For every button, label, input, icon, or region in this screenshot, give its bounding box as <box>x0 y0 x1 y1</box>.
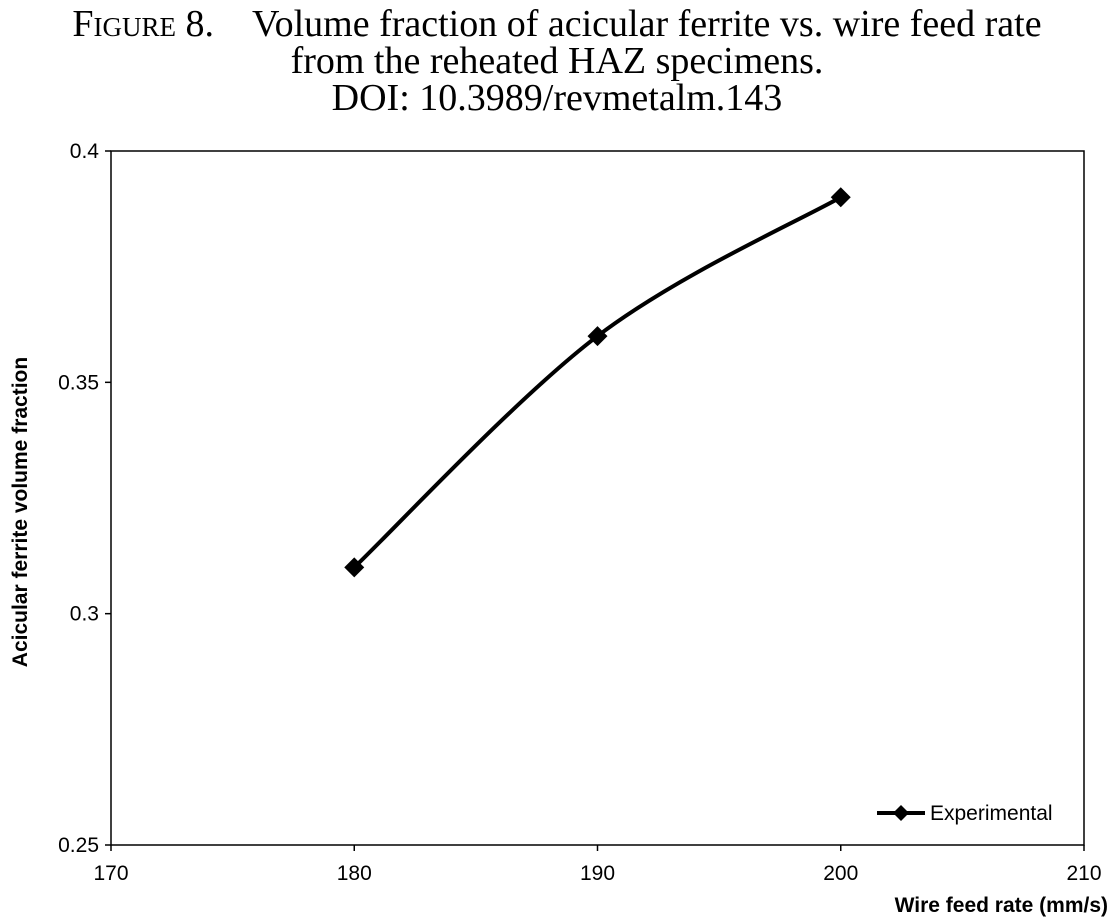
caption-title: Volume fraction of acicular ferrite vs. … <box>252 3 1042 45</box>
figure-caption: Figure 8. Volume fraction of acicular fer… <box>0 0 1114 117</box>
y-tick-label: 0.35 <box>58 371 99 394</box>
caption-doi: DOI: 10.3989/revmetalm.143 <box>331 77 783 119</box>
x-axis-ticks: 170 180 190 200 210 <box>93 845 1102 885</box>
x-tick-label: 180 <box>337 862 372 885</box>
data-point <box>344 557 365 578</box>
caption-line-2: from the reheated HAZ specimens. <box>290 40 824 82</box>
y-tick-label: 0.25 <box>58 834 99 857</box>
series-line-experimental <box>352 195 842 569</box>
figure-label: Figure 8. <box>72 3 215 45</box>
y-axis-ticks: 0.25 0.3 0.35 0.4 <box>58 140 111 857</box>
legend: Experimental <box>877 802 1053 825</box>
y-tick-label: 0.4 <box>70 140 100 163</box>
data-point <box>830 187 851 208</box>
series-layer <box>344 187 851 578</box>
data-point <box>587 326 608 347</box>
x-tick-label: 190 <box>580 862 615 885</box>
x-axis-title: Wire feed rate (mm/s) <box>895 894 1108 917</box>
legend-label-experimental: Experimental <box>930 802 1053 825</box>
y-axis-title: Acicular ferrite volume fraction <box>9 357 32 667</box>
plot-area <box>110 150 1085 846</box>
caption-line-1: Figure 8. Volume fraction of acicular fer… <box>0 3 1114 45</box>
x-tick-label: 170 <box>93 862 128 885</box>
x-tick-label: 200 <box>823 862 858 885</box>
x-tick-label: 210 <box>1066 862 1101 885</box>
y-tick-label: 0.3 <box>70 603 99 626</box>
legend-marker-diamond <box>893 805 909 821</box>
